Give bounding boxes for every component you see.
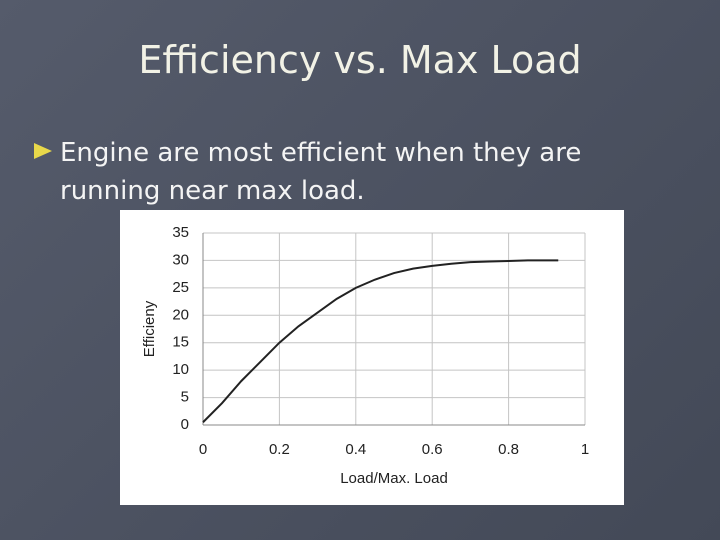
y-tick-label: 25 — [172, 279, 189, 296]
y-tick-label: 30 — [172, 251, 189, 268]
x-tick-label: 0.2 — [269, 441, 290, 458]
x-tick-label: 0.8 — [498, 441, 519, 458]
y-tick-label: 5 — [181, 389, 189, 406]
y-tick-label: 20 — [172, 306, 189, 323]
y-tick-label: 15 — [172, 334, 189, 351]
x-axis-label: Load/Max. Load — [340, 470, 448, 487]
y-tick-label: 35 — [172, 224, 189, 241]
y-tick-label: 10 — [172, 361, 189, 378]
y-axis-label: Efficieny — [141, 300, 158, 357]
x-tick-label: 0.4 — [345, 441, 366, 458]
x-tick-label: 1 — [581, 441, 589, 458]
x-tick-label: 0.6 — [422, 441, 443, 458]
slide-title: Efficiency vs. Max Load — [138, 38, 582, 82]
y-tick-label: 0 — [181, 416, 189, 433]
chart-background — [120, 210, 624, 505]
bullet-icon — [34, 143, 52, 159]
data-line — [202, 259, 559, 423]
x-tick-label: 0 — [199, 441, 207, 458]
bullet-text: Engine are most efficient when they are … — [60, 138, 582, 206]
